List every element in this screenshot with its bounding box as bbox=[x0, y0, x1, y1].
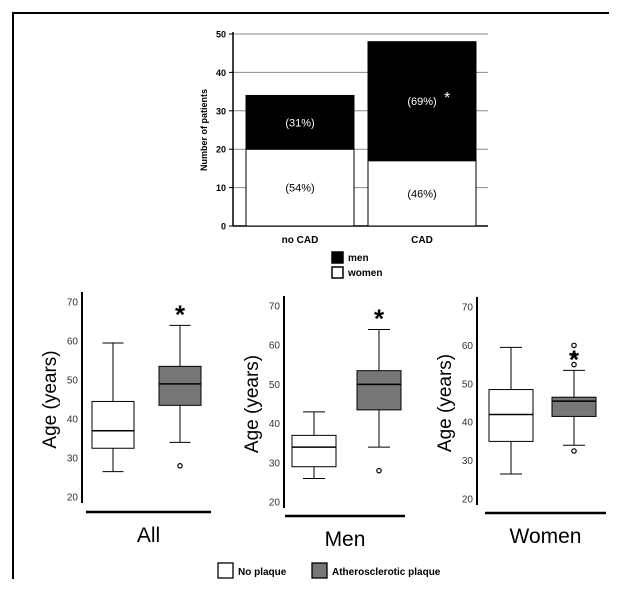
y-tick-label: 70 bbox=[269, 302, 281, 313]
outlier-point bbox=[376, 467, 382, 474]
y-tick-label: 70 bbox=[67, 298, 79, 309]
significance-marker: * bbox=[444, 90, 450, 107]
legend-swatch-men bbox=[331, 251, 344, 264]
y-tick-label: 40 bbox=[462, 418, 474, 429]
y-tick-label: 50 bbox=[67, 376, 79, 387]
y-axis-title: Age (years) bbox=[40, 350, 61, 448]
y-tick-label: 30 bbox=[462, 456, 474, 467]
y-tick-label: 40 bbox=[67, 415, 79, 426]
significance-marker: * bbox=[374, 304, 385, 334]
outlier-point bbox=[571, 342, 577, 349]
y-axis-title: Age (years) bbox=[435, 354, 456, 452]
box-plaque bbox=[551, 396, 597, 417]
y-tick-label: 60 bbox=[269, 341, 281, 352]
box-plaque bbox=[356, 370, 402, 411]
legend-label-men: men bbox=[348, 253, 369, 264]
y-tick-label: 70 bbox=[462, 303, 474, 314]
y-tick-label: 60 bbox=[462, 341, 474, 352]
boxplot-women: 20 30 40 50 60 70 Age (years) * Women bbox=[435, 297, 606, 548]
bar-segment-men bbox=[367, 41, 477, 162]
y-tick-label: 50 bbox=[462, 379, 474, 390]
y-axis-title: Number of patients bbox=[199, 89, 209, 171]
legend-swatch-women bbox=[331, 266, 344, 279]
boxplot-all: 20 30 40 50 60 70 Age (years) * All bbox=[40, 292, 211, 547]
stacked-bar-chart: 0 10 20 30 40 50 Number of patients (54%) (31%) n… bbox=[199, 30, 488, 279]
group-label: All bbox=[137, 524, 160, 547]
y-tick-label: 20 bbox=[67, 493, 79, 504]
y-tick-label: 20 bbox=[216, 145, 226, 155]
significance-marker: * bbox=[175, 299, 186, 329]
bar-percent-label: (69%) bbox=[407, 96, 436, 108]
legend-swatch-no-plaque bbox=[217, 562, 234, 579]
bar-percent-label: (46%) bbox=[407, 188, 436, 200]
legend-label-no-plaque: No plaque bbox=[238, 567, 287, 578]
y-tick-label: 30 bbox=[67, 454, 79, 465]
y-axis-title: Age (years) bbox=[242, 355, 263, 453]
x-category-label: no CAD bbox=[282, 235, 319, 246]
y-tick-label: 20 bbox=[269, 498, 281, 509]
y-tick-label: 30 bbox=[269, 458, 281, 469]
legend-swatch-plaque bbox=[311, 562, 328, 579]
y-tick-label: 50 bbox=[269, 380, 281, 391]
outlier-point bbox=[571, 352, 577, 358]
box-no-plaque bbox=[488, 389, 534, 442]
y-tick-label: 10 bbox=[216, 183, 226, 193]
y-tick-label: 50 bbox=[216, 30, 226, 40]
y-tick-label: 20 bbox=[462, 495, 474, 506]
outlier-point bbox=[177, 462, 183, 469]
plaque-legend: No plaque Atherosclerotic plaque bbox=[217, 562, 441, 579]
group-label: Men bbox=[325, 528, 366, 551]
bar-percent-label: (31%) bbox=[285, 117, 314, 129]
box-plaque bbox=[158, 365, 202, 406]
y-tick-label: 30 bbox=[216, 106, 226, 116]
box-no-plaque bbox=[91, 400, 135, 449]
box-no-plaque bbox=[291, 434, 337, 468]
y-tick-label: 0 bbox=[221, 222, 226, 232]
y-tick-label: 40 bbox=[269, 419, 281, 430]
legend-label-women: women bbox=[347, 268, 382, 279]
y-tick-label: 60 bbox=[67, 337, 79, 348]
outlier-point bbox=[571, 361, 577, 368]
bar-percent-label: (54%) bbox=[285, 183, 314, 195]
outlier-point bbox=[571, 448, 577, 454]
y-tick-label: 40 bbox=[216, 68, 226, 78]
significance-marker: * bbox=[569, 344, 580, 374]
figure-frame bbox=[12, 12, 609, 579]
bar-segment-men bbox=[245, 94, 355, 150]
x-category-label: CAD bbox=[411, 235, 433, 246]
legend-label-plaque: Atherosclerotic plaque bbox=[332, 567, 441, 578]
boxplot-men: 20 30 40 50 60 70 Age (years) * Men bbox=[242, 296, 405, 551]
group-label: Women bbox=[510, 525, 582, 548]
